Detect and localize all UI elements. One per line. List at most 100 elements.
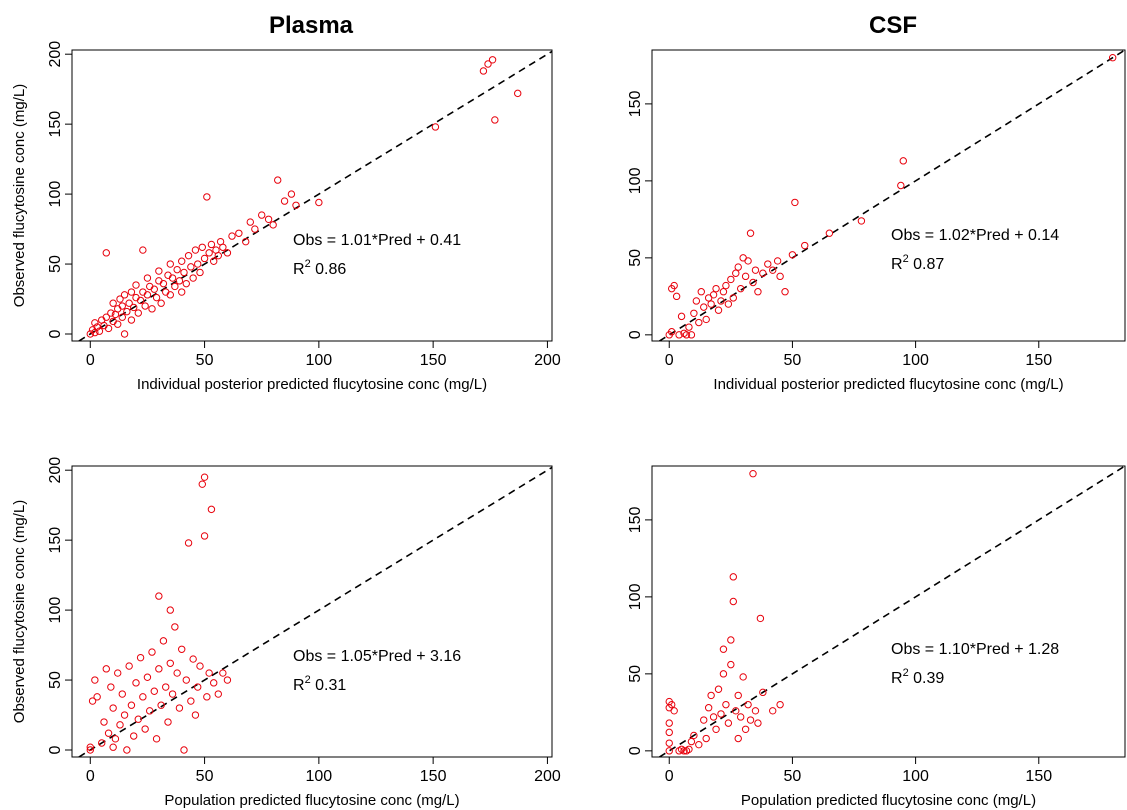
plot-frame [651,49,1126,342]
data-point [148,305,156,313]
data-point [682,331,691,339]
data-point [196,268,204,277]
data-point [704,704,713,712]
data-point [189,655,197,663]
data-point [143,274,152,282]
data-point [672,292,681,301]
data-point [251,225,259,233]
data-point [198,480,206,488]
data-point [717,297,725,305]
data-points [86,56,522,338]
data-point [724,719,733,727]
r-squared-value: 0.87 [909,256,945,273]
data-point [180,746,188,754]
data-point [132,679,140,687]
data-point [702,315,710,324]
data-point [665,719,673,727]
data-point [109,704,117,712]
data-point [724,300,733,308]
data-point [203,193,211,201]
data-point [739,673,747,681]
data-point [118,302,126,310]
data-point [123,746,131,754]
identity-reference-line [78,466,552,757]
plasma-column-title: Plasma [269,12,354,39]
data-point [127,316,136,324]
data-point [677,312,686,321]
data-point [690,731,698,740]
data-point [729,573,737,581]
data-point [729,597,737,606]
data-point [665,728,673,737]
data-point [280,197,289,205]
data-point [205,669,213,677]
r-squared-label: R2 0.86 [293,258,346,278]
x-tick-label: 150 [420,768,447,785]
data-point [100,718,108,726]
data-point [754,288,762,296]
data-point [203,693,211,701]
csf-column-title: CSF [869,12,917,39]
identity-reference-line [78,50,552,341]
data-point [141,725,149,733]
data-point [801,241,809,250]
plot-frame [651,465,1126,758]
data-point [223,249,232,257]
y-tick-label: 50 [47,671,64,689]
data-point [155,267,163,275]
data-point [744,257,752,265]
y-tick-label: 0 [627,746,644,755]
data-point [223,676,232,684]
data-point [205,249,213,257]
data-point [773,257,782,265]
data-point [175,277,184,285]
data-point [164,718,172,726]
x-tick-label: 100 [902,768,929,785]
data-point [897,181,905,190]
data-point [109,299,117,307]
data-point [166,291,174,299]
data-point [198,243,206,251]
data-point [246,218,254,226]
data-point [102,665,110,673]
data-point [214,251,222,260]
data-point [93,693,101,701]
data-point [118,690,126,698]
data-point [700,716,708,724]
data-point [134,715,142,723]
data-point [695,740,703,749]
data-point [155,665,163,673]
data-point [120,291,129,299]
data-point [668,700,676,709]
y-axis-label: Observed flucytosine conc (mg/L) [11,84,28,307]
r-letter: R [293,261,305,278]
y-tick-label: 0 [47,329,64,338]
data-points [665,53,1117,339]
data-point [769,707,777,715]
data-point [717,710,725,718]
data-point [668,328,676,336]
r-squared-value: 0.31 [311,677,347,694]
data-point [207,505,216,514]
data-point [484,60,492,68]
r-letter: R [891,670,903,687]
data-point [173,669,181,677]
data-point [759,269,767,277]
data-point [136,296,145,305]
y-tick-label: 200 [47,457,64,484]
data-point [111,735,120,743]
data-point [157,299,165,307]
data-point [194,683,202,691]
y-tick-label: 50 [627,665,644,683]
data-point [219,243,227,251]
r-superscript: 2 [305,258,311,270]
data-point [171,282,179,291]
x-tick-label: 100 [306,352,333,369]
plasma-individual-panel: 0 50 100 150 200 0 50 100 150 200 Individual poste… [11,41,561,393]
data-point [182,676,190,684]
y-tick-label: 150 [47,527,64,554]
x-tick-label: 0 [86,352,95,369]
data-point [727,660,735,669]
data-point [127,701,136,709]
